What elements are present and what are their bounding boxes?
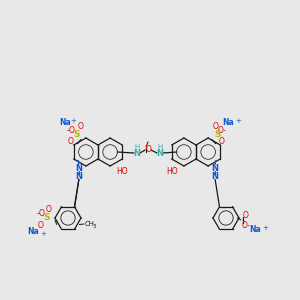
Text: O: O: [146, 146, 152, 154]
Text: O: O: [78, 122, 84, 131]
Text: Na: Na: [222, 118, 234, 127]
Text: S: S: [44, 214, 50, 223]
Text: N: N: [212, 164, 219, 173]
Text: Na: Na: [249, 226, 261, 235]
Text: O: O: [38, 220, 44, 230]
Text: O-: O-: [242, 220, 250, 230]
Text: -O: -O: [66, 126, 75, 135]
Text: O-: O-: [217, 126, 226, 135]
Text: O: O: [219, 137, 225, 146]
Text: +: +: [235, 118, 241, 124]
Text: N: N: [75, 164, 82, 173]
Text: N: N: [75, 172, 82, 181]
Text: O: O: [68, 137, 74, 146]
Text: O: O: [46, 206, 52, 214]
Text: O: O: [243, 211, 249, 220]
Text: Na: Na: [27, 227, 39, 236]
Text: Na: Na: [59, 118, 71, 127]
Text: 3: 3: [93, 224, 97, 229]
Text: N: N: [134, 148, 140, 158]
Text: -O: -O: [37, 209, 45, 218]
Text: N: N: [157, 148, 164, 158]
Text: H: H: [134, 144, 140, 150]
Text: N: N: [212, 172, 219, 181]
Text: S: S: [74, 130, 80, 139]
Text: S: S: [214, 130, 221, 139]
Text: CH: CH: [85, 221, 95, 227]
Text: +: +: [40, 231, 46, 237]
Text: O: O: [213, 122, 219, 131]
Text: HO: HO: [166, 167, 178, 176]
Text: +: +: [70, 118, 76, 124]
Text: HO: HO: [116, 167, 128, 176]
Text: H: H: [158, 144, 163, 150]
Text: +: +: [262, 225, 268, 231]
